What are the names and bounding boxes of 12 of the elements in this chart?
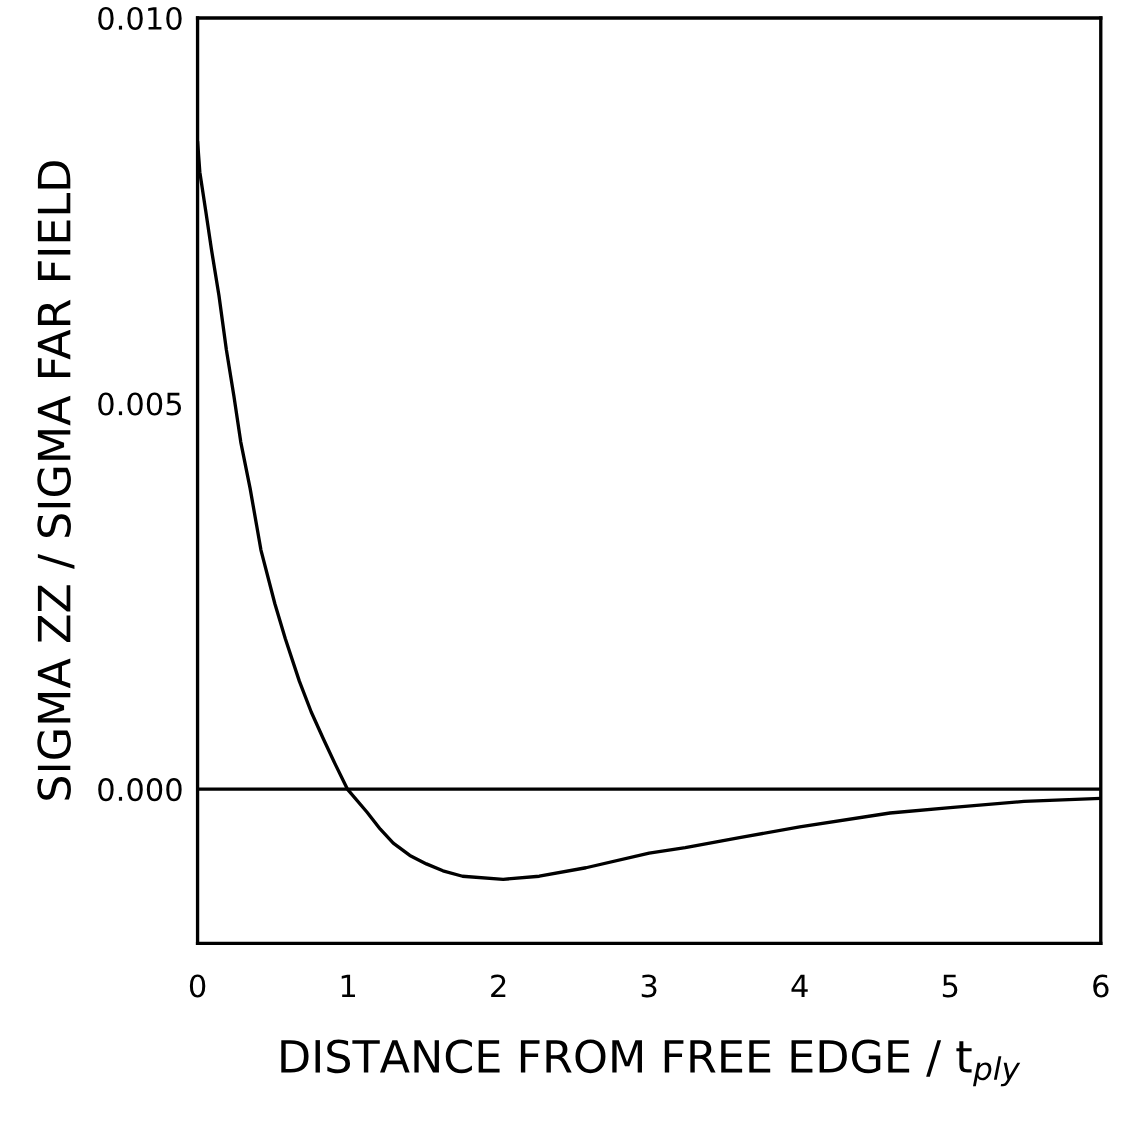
x-tick-label: 1 xyxy=(341,974,356,998)
x-tick-label: 0 xyxy=(189,974,206,998)
y-tick-label: 0.010 xyxy=(98,6,182,31)
y-tick-label: 0.000 xyxy=(98,778,182,802)
y-tick-label: 0.005 xyxy=(98,392,182,416)
x-tick-label: 2 xyxy=(491,974,506,998)
y-axis-title: SIGMA ZZ / SIGMA FAR FIELD xyxy=(37,161,75,800)
x-axis-title: DISTANCE FROM FREE EDGE / t$_{ply}$ xyxy=(281,1039,1021,1087)
x-tick-label: 6 xyxy=(1093,974,1109,998)
x-tick-label: 5 xyxy=(942,974,958,998)
x-tick-label: 3 xyxy=(641,974,657,998)
x-tick-label: 4 xyxy=(791,974,808,998)
